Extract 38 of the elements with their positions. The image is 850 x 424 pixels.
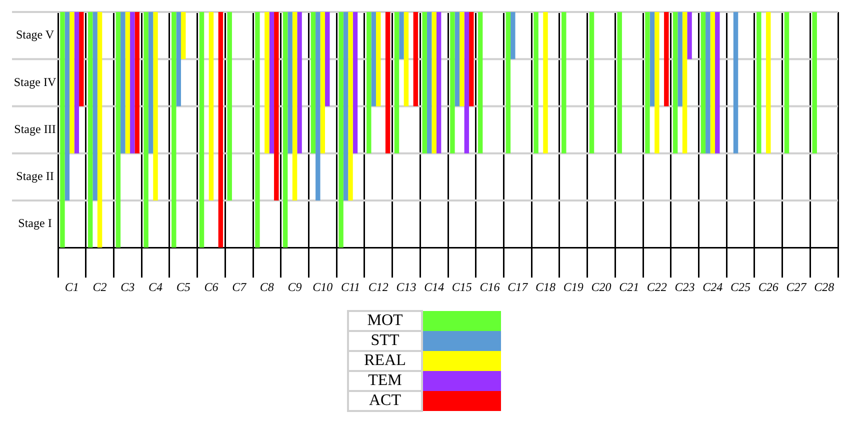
x-tick-label: C19: [563, 280, 584, 294]
text: Stage IV: [14, 74, 56, 89]
x-tick-label: C12: [368, 280, 388, 294]
x-tick-label: C2: [92, 280, 107, 294]
x-tick-label: C7: [232, 280, 248, 294]
legend-label: ACT: [348, 391, 422, 411]
legend-label: MOT: [348, 311, 422, 331]
x-tick-label: C21: [619, 280, 640, 294]
x-tick-label: C1: [64, 280, 79, 294]
x-tick-label: C27: [786, 280, 808, 294]
x-tick-label: C22: [646, 280, 667, 294]
x-tick-label: C11: [340, 280, 360, 294]
x-tick-label: C20: [591, 280, 612, 294]
legend-label: REAL: [348, 351, 422, 371]
x-tick-label: C24: [702, 280, 723, 294]
x-tick-label: C15: [452, 280, 472, 294]
x-tick-label: C26: [758, 280, 778, 294]
x-tick-label: C14: [424, 280, 444, 294]
x-tick-label: C9: [288, 280, 302, 294]
text: Stage III: [14, 122, 56, 136]
x-tick-label: C23: [674, 280, 695, 294]
x-tick-label: C18: [535, 280, 556, 294]
x-tick-label: C5: [176, 280, 190, 294]
x-tick-label: C17: [508, 280, 529, 294]
x-tick-label: C13: [396, 280, 416, 294]
x-tick-label: C3: [120, 280, 135, 294]
x-tick-label: C6: [204, 280, 218, 294]
x-tick-label: C10: [312, 280, 333, 294]
x-tick-label: C28: [814, 280, 834, 294]
x-tick-label: C4: [148, 280, 163, 294]
text: Stage II: [16, 169, 54, 184]
legend-label: TEM: [348, 371, 422, 391]
x-tick-label: C16: [480, 280, 500, 294]
text: Stage I: [18, 216, 52, 230]
text: Stage V: [16, 28, 54, 42]
x-tick-label: C8: [260, 280, 274, 294]
x-tick-label: C25: [730, 280, 751, 294]
legend-label: STT: [348, 331, 422, 351]
